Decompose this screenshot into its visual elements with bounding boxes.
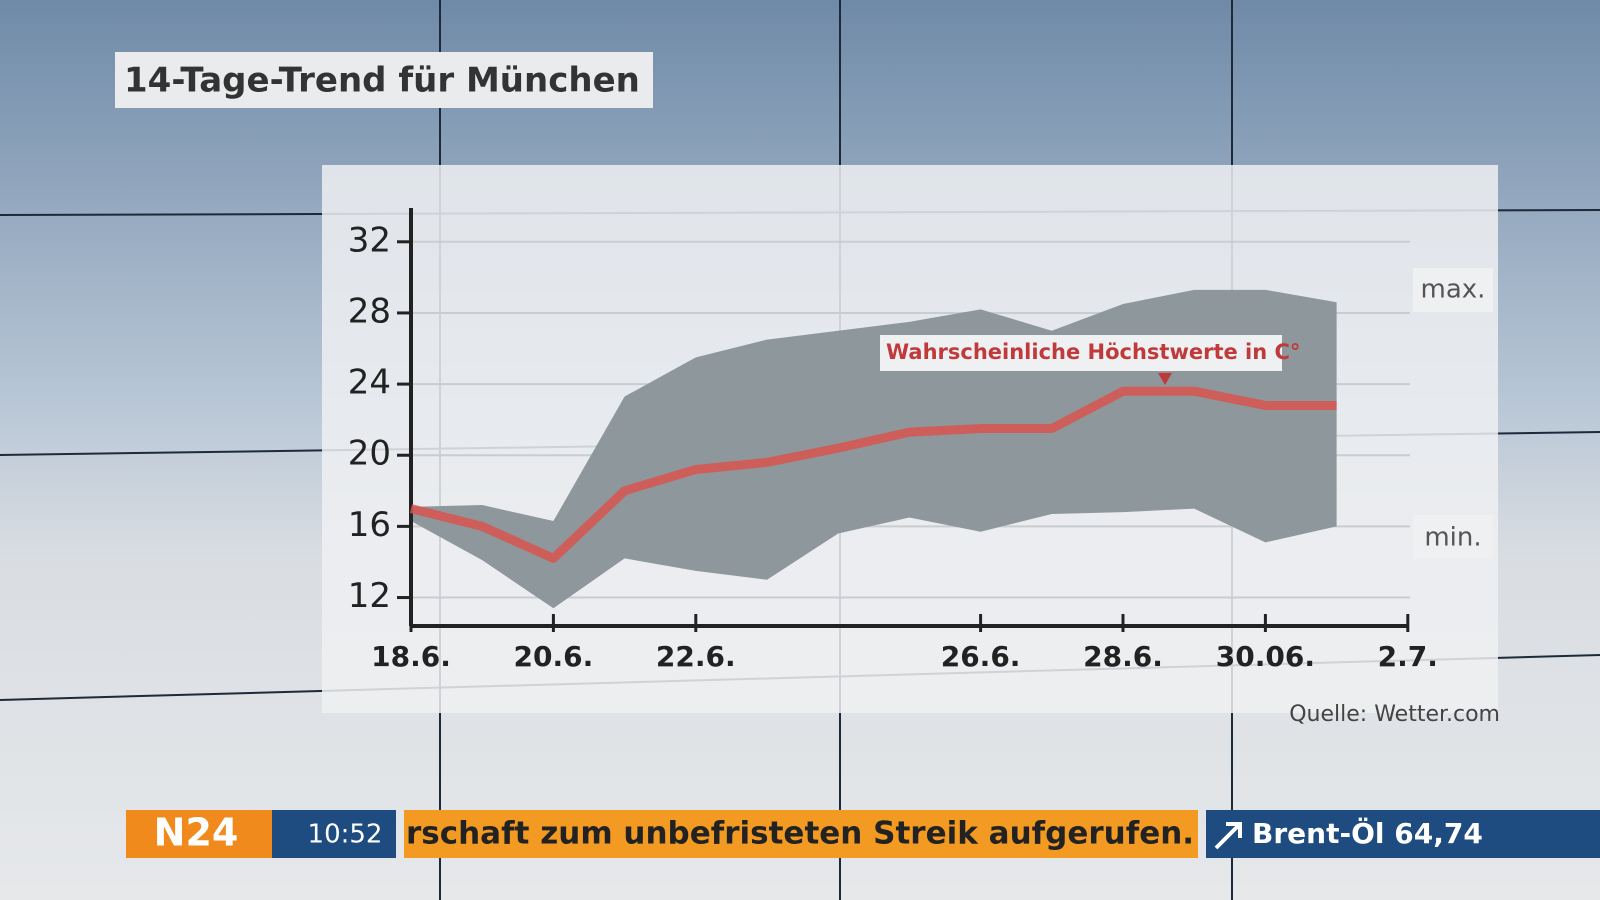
x-tick-label: 30.06. (1216, 640, 1315, 673)
min-label: min. (1424, 523, 1481, 553)
time-box (272, 810, 396, 858)
x-tick-label: 22.6. (656, 640, 736, 673)
series-line (409, 386, 1337, 563)
y-tick-label: 20 (348, 434, 391, 474)
market-box (1206, 810, 1600, 858)
market-ticker: Brent-Öl 64,74 (1252, 816, 1483, 850)
x-tick-label: 20.6. (514, 640, 594, 673)
y-tick-label: 32 (348, 220, 391, 260)
max-label: max. (1421, 275, 1486, 305)
annotation-box (880, 335, 1282, 371)
label-box (1413, 268, 1493, 312)
y-tick-label: 16 (348, 505, 391, 545)
series-annotation: Wahrscheinliche Höchstwerte in C° (886, 340, 1300, 364)
label-box (1413, 515, 1493, 559)
y-tick-label: 28 (348, 291, 391, 331)
chart-title: 14-Tage-Trend für München (124, 61, 640, 101)
channel-logo: N24 (154, 811, 239, 855)
x-tick-label: 26.6. (941, 640, 1021, 673)
x-tick-label: 2.7. (1378, 640, 1438, 673)
x-tick-label: 28.6. (1083, 640, 1163, 673)
arrow-icon (1214, 822, 1242, 850)
title-box (115, 52, 653, 108)
news-ticker: rschaft zum unbefristeten Streik aufgeru… (406, 816, 1194, 852)
source: Quelle: Wetter.com (1289, 702, 1500, 727)
ticker-box (404, 810, 1198, 858)
y-tick-label: 24 (348, 363, 391, 403)
annotation-pointer (1158, 373, 1172, 385)
y-tick-label: 12 (348, 576, 391, 616)
clock: 10:52 (308, 820, 383, 850)
x-tick-label: 18.6. (371, 640, 451, 673)
